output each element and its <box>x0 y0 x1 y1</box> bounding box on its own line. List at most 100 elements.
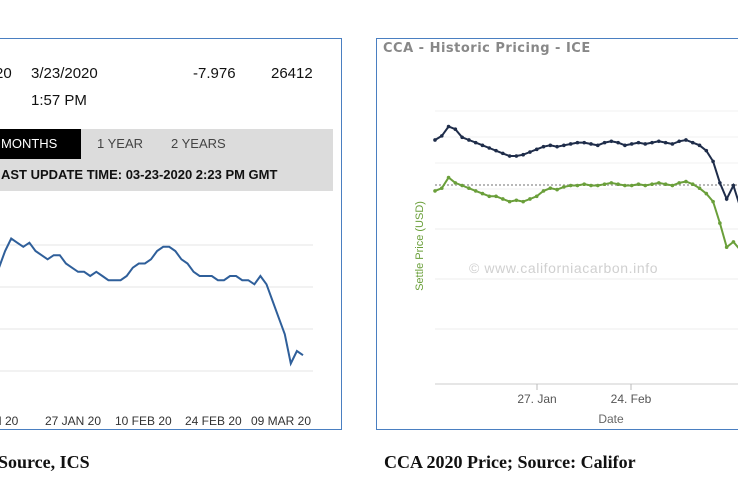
series-a-point <box>650 140 654 145</box>
tab-months[interactable]: MONTHS <box>0 129 81 159</box>
series-a-point <box>704 148 709 153</box>
series-a-point <box>657 139 661 144</box>
series-b-point <box>514 198 519 203</box>
series-b-point <box>629 183 634 188</box>
series-a-point <box>514 154 519 158</box>
series-b-point <box>548 186 553 191</box>
series-b-point <box>480 191 485 196</box>
series-a-point <box>636 140 641 145</box>
series-a-point <box>467 138 471 142</box>
series-b-point <box>487 194 492 199</box>
series-b-point <box>528 197 532 201</box>
series-a-point <box>507 154 512 158</box>
series-b-point <box>453 181 458 185</box>
ics-line-chart: N 20 27 JAN 20 10 FEB 20 24 FEB 20 09 MAR 20 <box>0 237 313 428</box>
series-b-point <box>575 183 580 188</box>
series-a-point <box>473 140 478 145</box>
x-tick-label: 09 MAR 20 <box>251 414 311 428</box>
tab-2-years[interactable]: 2 YEARS <box>171 136 226 151</box>
series-a-point <box>453 127 458 132</box>
series-a-point <box>501 151 505 156</box>
series-b-point <box>643 183 648 188</box>
series-a-point <box>670 142 675 146</box>
series-b-point <box>690 182 695 187</box>
chart-title: CCA - Historic Pricing - ICE <box>383 41 591 56</box>
series-b-point <box>439 186 444 191</box>
x-tick-label: N 20 <box>0 414 19 428</box>
series-a-point <box>718 181 722 185</box>
x-tick-label: 27 JAN 20 <box>45 414 101 428</box>
series-a-point <box>446 124 451 129</box>
series-a-point <box>711 159 715 164</box>
series-a-point <box>589 142 593 146</box>
left-caption: Source, ICS <box>0 452 90 472</box>
series-b-point <box>724 245 729 250</box>
series-a-point <box>595 143 600 148</box>
header-time: 1:57 PM <box>31 92 87 109</box>
series-b-point <box>623 183 627 188</box>
series-b-point <box>555 187 559 192</box>
series-b-point <box>541 189 546 193</box>
x-tick-label: 24. Feb <box>611 392 652 406</box>
series-a-point <box>487 146 492 150</box>
right-caption: CCA 2020 Price; Source: Califor <box>384 452 636 472</box>
series-b-point <box>568 183 573 188</box>
series-b-point <box>473 189 478 193</box>
series-b-point <box>650 182 654 187</box>
tab-1-year[interactable]: 1 YEAR <box>97 136 144 151</box>
series-b-point <box>677 181 681 185</box>
cca-chart-panel: CCA - Historic Pricing - ICE © www.calif… <box>376 38 738 430</box>
series-b-point <box>704 191 709 196</box>
series-b-point <box>711 199 715 204</box>
price-line <box>0 237 304 367</box>
header-date: 3/23/2020 <box>31 65 98 82</box>
series-a-point <box>562 143 566 148</box>
series-a-point <box>555 144 559 149</box>
series-b-point <box>501 197 505 201</box>
series-a-point <box>677 139 681 144</box>
last-update-time: AST UPDATE TIME: 03-23-2020 2:23 PM GMT <box>0 159 333 191</box>
ics-chart-panel: 20 3/23/2020 1:57 PM -7.976 26412 MONTHS… <box>0 38 342 430</box>
series-b-point <box>494 194 498 199</box>
series-a-point <box>548 143 553 148</box>
series-b-point <box>670 183 675 188</box>
x-axis-label: Date <box>598 412 624 426</box>
header-change: -7.976 <box>193 65 236 82</box>
range-tabs: MONTHS 1 YEAR 2 YEARS <box>0 129 333 159</box>
series-a-point <box>602 140 607 145</box>
series-b-point <box>562 185 566 189</box>
y-axis-label: Settle Price (USD) <box>414 201 426 291</box>
series-a-point <box>521 152 525 157</box>
series-a-point <box>541 144 546 149</box>
header-value: 26412 <box>271 65 313 82</box>
series-a-point <box>460 135 464 140</box>
series-a-point <box>528 150 532 154</box>
series-b-point <box>718 221 722 225</box>
series-a-line <box>434 125 738 204</box>
series-a-point <box>629 142 634 146</box>
series-b-point <box>616 182 620 187</box>
series-b-point <box>602 182 607 187</box>
x-tick-label: 27. Jan <box>517 392 556 406</box>
series-a-point <box>724 197 729 201</box>
series-b-point <box>684 179 688 184</box>
series-a-point <box>433 138 437 142</box>
series-a-point <box>575 140 580 145</box>
series-b-point <box>433 189 437 193</box>
series-b-point <box>595 183 600 188</box>
series-a-point <box>623 143 627 148</box>
series-a-point <box>534 147 539 152</box>
cca-line-chart: © www.californiacarbon.info 27. Jan 24. F… <box>414 110 738 426</box>
series-b-point <box>521 199 525 204</box>
series-b-point <box>582 182 587 187</box>
x-tick-label: 24 FEB 20 <box>185 414 242 428</box>
series-b-point <box>731 240 736 244</box>
series-b-point <box>446 175 451 180</box>
series-a-point <box>663 140 668 145</box>
series-b-point <box>663 182 668 187</box>
series-b-point <box>697 186 702 191</box>
series-b-point <box>507 199 512 204</box>
series-b-point <box>534 194 539 199</box>
series-a-point <box>582 140 587 145</box>
series-b-point <box>589 183 593 188</box>
